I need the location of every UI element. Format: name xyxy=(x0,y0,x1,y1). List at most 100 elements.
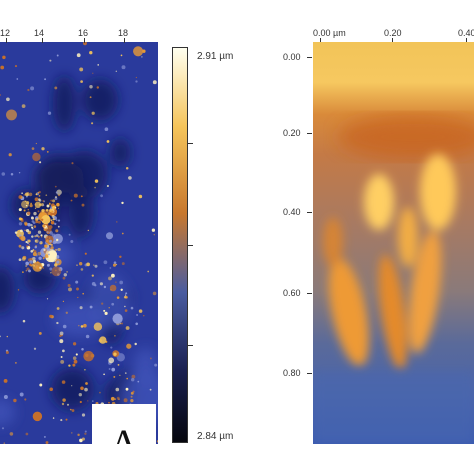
afm-a-speck xyxy=(55,191,58,194)
afm-a-speck xyxy=(46,231,49,234)
afm-b-feature-1 xyxy=(328,258,370,366)
afm-a-speck xyxy=(68,287,72,292)
afm-a-speck xyxy=(49,387,53,392)
afm-a-speck xyxy=(80,195,83,198)
afm-a-speck xyxy=(54,196,58,199)
afm-a-speck xyxy=(33,225,37,228)
x-tickmark-b-0 xyxy=(320,38,321,43)
afm-a-speck xyxy=(26,195,28,198)
afm-a-speck xyxy=(34,197,39,202)
afm-a-speck xyxy=(80,386,84,391)
afm-a-speck xyxy=(71,162,74,165)
afm-a-speck xyxy=(108,401,110,404)
afm-a-speck xyxy=(50,243,54,246)
afm-a-speck xyxy=(106,140,110,143)
afm-a-speck xyxy=(37,251,42,256)
afm-a-speck xyxy=(33,347,37,350)
afm-a-speck xyxy=(110,346,113,349)
afm-a-speck xyxy=(45,239,49,243)
afm-a-speck xyxy=(28,244,31,246)
x-tick-label-b-0: 0.00 µm xyxy=(313,28,346,38)
afm-a-speck xyxy=(99,336,107,344)
afm-a-speck xyxy=(70,240,74,243)
afm-a-speck xyxy=(99,282,103,286)
afm-a-speck xyxy=(70,199,73,202)
afm-a-speck xyxy=(135,76,138,79)
afm-a-speck xyxy=(97,64,99,66)
afm-a-speck xyxy=(118,398,120,401)
afm-a-speck xyxy=(3,442,6,444)
afm-a-speck xyxy=(24,398,27,401)
afm-a-speck xyxy=(28,192,33,197)
afm-a-speck xyxy=(66,403,70,406)
afm-a-speck xyxy=(79,306,83,310)
afm-a-speck xyxy=(1,427,5,430)
afm-a-speck xyxy=(62,276,66,280)
afm-a-speck xyxy=(55,219,58,222)
afm-a-speck xyxy=(84,252,87,255)
afm-a-speck xyxy=(101,302,104,305)
afm-a-speck xyxy=(54,86,58,90)
afm-a-speck xyxy=(120,288,123,291)
afm-a-speck xyxy=(83,350,94,362)
afm-a-shade xyxy=(23,261,56,294)
afm-a-speck xyxy=(29,263,32,266)
afm-a-speck xyxy=(22,271,24,273)
afm-a-speck xyxy=(49,231,53,235)
afm-a-speck xyxy=(46,247,51,251)
afm-a-speck xyxy=(61,402,65,406)
afm-a-speck xyxy=(14,231,18,234)
afm-a-speck xyxy=(119,255,122,258)
afm-a-speck xyxy=(80,80,83,83)
afm-a-speck xyxy=(32,152,41,162)
afm-a-speck xyxy=(76,264,78,266)
afm-a-speck xyxy=(56,238,59,242)
afm-a-speck xyxy=(84,368,86,371)
afm-a-speck xyxy=(45,441,49,444)
afm-a-speck xyxy=(25,192,29,197)
afm-a-speck xyxy=(72,363,76,367)
afm-a-speck xyxy=(89,96,92,99)
afm-a-speck xyxy=(38,190,41,194)
x-tickmark-a-0 xyxy=(6,38,7,43)
afm-a-speck xyxy=(59,339,64,344)
y-tick-label-b-1: 0.20 xyxy=(283,128,301,138)
afm-b-band xyxy=(338,115,474,159)
afm-a-shade xyxy=(50,367,94,411)
afm-image-b xyxy=(313,42,474,444)
afm-a-speck xyxy=(138,194,143,199)
afm-a-speck xyxy=(76,287,79,291)
afm-a-speck xyxy=(89,305,93,309)
x-tick-label-a-3: 18 xyxy=(118,28,129,38)
afm-b-feature-5 xyxy=(420,154,456,230)
afm-a-speck xyxy=(24,229,26,231)
afm-a-speck xyxy=(29,260,33,264)
afm-a-speck xyxy=(49,237,51,239)
afm-a-speck xyxy=(44,254,49,258)
afm-a-speck xyxy=(39,161,42,164)
afm-a-speck xyxy=(25,261,30,266)
afm-a-speck xyxy=(151,228,156,232)
afm-a-speck xyxy=(135,322,138,326)
afm-a-speck xyxy=(6,109,17,121)
afm-a-shade xyxy=(52,75,76,132)
afm-a-speck xyxy=(3,378,8,383)
y-tickmark-b-0 xyxy=(307,57,312,58)
afm-a-speck xyxy=(0,94,1,96)
afm-a-speck xyxy=(91,122,94,125)
afm-a-speck xyxy=(33,265,36,267)
afm-a-speck xyxy=(37,230,42,234)
afm-a-speck xyxy=(21,192,23,195)
afm-a-speck xyxy=(27,88,30,92)
afm-a-speck xyxy=(76,53,81,58)
afm-a-speck xyxy=(124,309,128,312)
afm-a-speck xyxy=(116,353,125,362)
afm-a-speck xyxy=(153,234,155,236)
afm-a-speck xyxy=(41,147,45,151)
afm-a-speck xyxy=(73,359,78,364)
afm-a-speck xyxy=(56,307,60,310)
afm-a-speck xyxy=(54,263,58,267)
afm-a-speck xyxy=(46,298,49,300)
afm-a-speck xyxy=(16,78,19,80)
afm-a-speck xyxy=(128,176,132,180)
